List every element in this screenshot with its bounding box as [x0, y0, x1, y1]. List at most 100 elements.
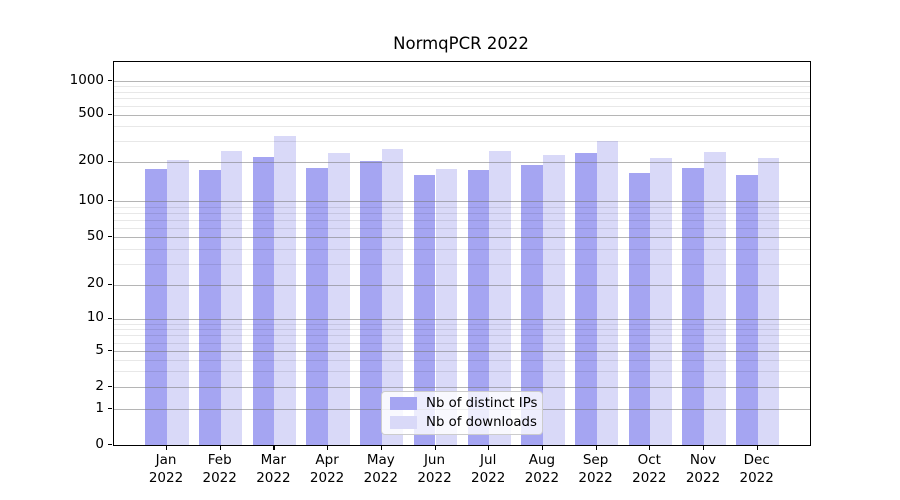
x-tick-mark	[703, 446, 705, 450]
y-tick-mark	[108, 80, 112, 82]
y-tick-label: 2	[95, 377, 104, 394]
y-tick-mark	[108, 160, 112, 162]
x-tick-label-aug: Aug 2022	[524, 452, 560, 486]
legend-label-distinct-ips: Nb of distinct IPs	[426, 396, 538, 411]
y-tick-mark	[108, 283, 112, 285]
bar-distinct-ips-feb	[199, 170, 221, 445]
gridline-minor	[114, 335, 810, 337]
x-tick-label-jul: Jul 2022	[471, 452, 506, 486]
bar-distinct-ips-dec	[736, 175, 758, 445]
x-tick-mark	[327, 446, 329, 450]
y-tick-mark	[108, 317, 112, 319]
y-tick-mark	[108, 386, 112, 388]
gridline-minor	[114, 206, 810, 208]
y-tick-mark	[108, 236, 112, 238]
x-tick-label-oct: Oct 2022	[632, 452, 667, 486]
legend-swatch-downloads	[390, 416, 417, 429]
y-tick-label: 500	[78, 105, 104, 121]
bar-downloads-oct	[650, 158, 672, 445]
bar-downloads-jul	[489, 151, 511, 445]
y-tick-label: 10	[86, 309, 104, 326]
x-tick-mark	[380, 446, 382, 450]
y-tick-label: 50	[86, 227, 104, 244]
legend-label-downloads: Nb of downloads	[426, 415, 537, 430]
bar-distinct-ips-nov	[682, 167, 704, 445]
x-tick-label-feb: Feb 2022	[202, 452, 237, 486]
gridline-major	[114, 284, 810, 286]
x-tick-mark	[166, 446, 168, 450]
x-tick-label-nov: Nov 2022	[685, 452, 721, 486]
bar-downloads-apr	[328, 153, 350, 445]
x-tick-label-may: May 2022	[363, 452, 398, 486]
y-tick-label: 5	[95, 341, 104, 358]
bar-downloads-mar	[274, 136, 297, 445]
bar-downloads-jan	[167, 160, 189, 445]
legend-box: Nb of distinct IPs Nb of downloads	[381, 391, 543, 435]
bar-downloads-feb	[220, 151, 243, 445]
y-tick-label: 1000	[69, 71, 104, 88]
x-tick-mark	[649, 446, 651, 450]
bar-distinct-ips-may	[360, 160, 382, 445]
gridline-minor	[114, 371, 810, 373]
chart-title: NormqPCR 2022	[393, 34, 529, 53]
gridline-major	[114, 161, 810, 163]
gridline-minor	[114, 105, 810, 107]
gridline-major	[114, 237, 810, 238]
legend-swatch-distinct-ips	[390, 397, 417, 410]
bar-downloads-dec	[757, 158, 780, 445]
gridline-minor	[114, 248, 810, 250]
bar-distinct-ips-mar	[252, 157, 275, 445]
x-tick-label-jun: Jun 2022	[417, 452, 452, 486]
bar-downloads-nov	[704, 151, 726, 445]
y-tick-label: 20	[86, 275, 104, 291]
bar-distinct-ips-apr	[306, 167, 329, 445]
gridline-minor	[114, 342, 810, 344]
y-tick-mark	[108, 444, 112, 446]
gridline-major	[114, 114, 810, 116]
y-tick-label: 200	[78, 152, 104, 168]
gridline-minor	[114, 219, 810, 221]
bar-distinct-ips-oct	[628, 172, 651, 445]
gridline-major	[114, 387, 810, 388]
gridline-major	[114, 81, 810, 82]
x-tick-label-jan: Jan 2022	[148, 452, 184, 486]
gridline-minor	[114, 323, 810, 325]
gridline-minor	[114, 227, 810, 229]
gridline-minor	[114, 263, 810, 265]
gridline-minor	[114, 329, 810, 331]
y-tick-label: 100	[78, 191, 104, 208]
x-tick-label-apr: Apr 2022	[309, 452, 345, 486]
gridline-minor	[114, 212, 810, 214]
y-tick-mark	[108, 408, 112, 410]
bar-downloads-sep	[596, 141, 619, 445]
x-tick-label-sep: Sep 2022	[578, 452, 613, 486]
y-tick-mark	[108, 350, 112, 352]
gridline-minor	[114, 98, 810, 100]
bar-distinct-ips-sep	[574, 153, 597, 445]
x-tick-mark	[541, 446, 544, 450]
x-tick-mark	[595, 446, 597, 450]
gridline-minor	[114, 140, 810, 142]
bar-distinct-ips-aug	[521, 165, 543, 445]
bar-downloads-may	[381, 149, 404, 445]
x-tick-mark	[488, 446, 490, 450]
y-tick-mark	[108, 113, 112, 115]
gridline-minor	[114, 86, 810, 88]
gridline-major	[114, 351, 810, 352]
gridline-minor	[114, 91, 810, 93]
gridline-major	[114, 201, 810, 203]
x-tick-mark	[273, 446, 275, 450]
bar-distinct-ips-jan	[145, 169, 167, 445]
plot-area: Nb of distinct IPs Nb of downloads	[113, 61, 811, 446]
gridline-major	[114, 318, 810, 320]
x-tick-mark	[219, 446, 221, 450]
bar-downloads-aug	[542, 155, 565, 445]
bar-distinct-ips-jun	[413, 175, 436, 445]
legend-entry-downloads: Nb of downloads	[390, 415, 537, 430]
x-tick-mark	[434, 446, 436, 450]
bar-distinct-ips-jul	[467, 169, 490, 445]
gridline-minor	[114, 125, 810, 127]
legend-entry-distinct-ips: Nb of distinct IPs	[390, 396, 538, 411]
x-tick-label-dec: Dec 2022	[739, 452, 774, 486]
